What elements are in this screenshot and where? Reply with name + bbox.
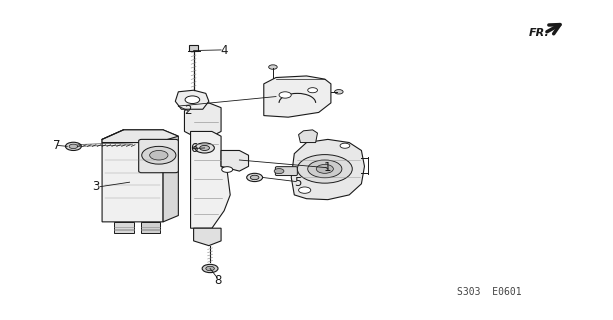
Polygon shape	[175, 90, 209, 109]
Circle shape	[66, 142, 82, 150]
Circle shape	[274, 169, 284, 174]
Circle shape	[246, 173, 262, 181]
Circle shape	[299, 187, 311, 193]
Text: 5: 5	[294, 176, 301, 189]
Polygon shape	[140, 222, 160, 233]
Circle shape	[308, 88, 318, 93]
Text: 6: 6	[190, 142, 197, 156]
Text: S303  E0601: S303 E0601	[457, 287, 522, 297]
Polygon shape	[264, 76, 331, 117]
Text: 2: 2	[184, 104, 191, 117]
Polygon shape	[194, 228, 221, 246]
Circle shape	[297, 155, 352, 183]
Polygon shape	[114, 222, 134, 233]
Polygon shape	[185, 103, 221, 136]
Polygon shape	[163, 130, 178, 222]
Circle shape	[268, 65, 277, 69]
Text: FR.: FR.	[529, 28, 550, 38]
Text: 7: 7	[53, 139, 60, 152]
Circle shape	[222, 167, 233, 172]
Circle shape	[142, 146, 176, 164]
Circle shape	[195, 143, 215, 153]
Polygon shape	[102, 130, 163, 222]
Circle shape	[200, 145, 210, 150]
Circle shape	[150, 150, 168, 160]
Circle shape	[185, 96, 200, 104]
Circle shape	[335, 90, 343, 94]
Polygon shape	[191, 132, 230, 228]
Circle shape	[250, 175, 259, 180]
Text: 4: 4	[220, 44, 228, 57]
Polygon shape	[291, 140, 365, 200]
Circle shape	[279, 92, 291, 98]
Circle shape	[308, 160, 342, 178]
Text: 1: 1	[324, 161, 332, 174]
Circle shape	[340, 143, 350, 148]
Circle shape	[206, 266, 215, 271]
Circle shape	[197, 144, 211, 152]
Polygon shape	[221, 150, 248, 171]
FancyBboxPatch shape	[189, 45, 199, 51]
Polygon shape	[299, 130, 318, 142]
Circle shape	[69, 144, 78, 148]
Polygon shape	[102, 130, 178, 142]
FancyBboxPatch shape	[275, 167, 297, 176]
FancyBboxPatch shape	[139, 140, 178, 173]
Circle shape	[202, 264, 218, 273]
Circle shape	[316, 164, 333, 173]
Text: 8: 8	[215, 274, 222, 287]
Text: 3: 3	[93, 180, 100, 194]
